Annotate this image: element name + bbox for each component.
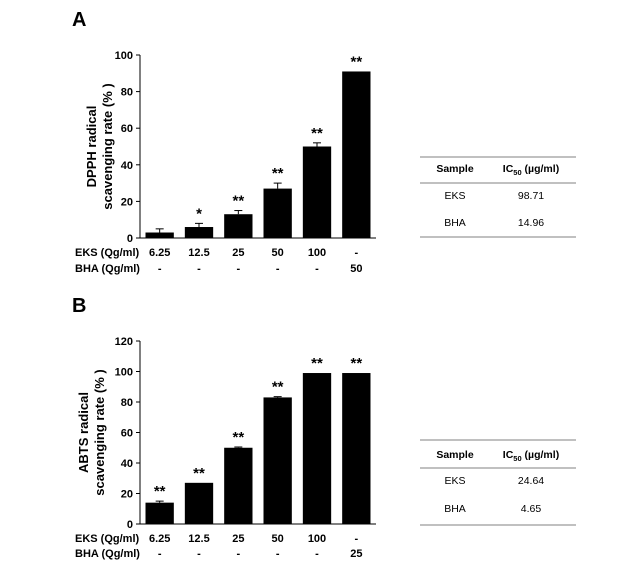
significance-label: ** [350,53,362,70]
bar [224,214,253,238]
table-cell-ic50: 4.65 [521,503,542,515]
y-axis-label: scavenging rate (% ) [100,83,115,209]
bar [145,232,174,238]
y-tick-label: 120 [115,336,133,348]
table-cell-ic50: 98.71 [518,190,544,202]
bar [184,227,214,238]
significance-label: ** [272,379,284,396]
category-label: - [354,247,358,259]
chart-panel-a: A 0 20 40 60 80 100 DPPH radical scavenging rate… [72,9,576,275]
ic-subscript: 50 [513,168,521,177]
bar [224,447,253,524]
category-label: - [197,548,201,560]
panel-label: B [72,295,86,317]
y-tick-label: 20 [121,489,133,501]
ic-text: IC [503,449,514,461]
bar [302,373,332,524]
category-label: 25 [232,533,244,545]
y-tick-label: 80 [121,87,133,99]
bar [263,397,292,524]
y-tick-label: 60 [121,123,133,135]
table-header-ic50: IC50 (µg/ml) [503,163,559,177]
category-label: - [197,263,201,275]
category-label: 12.5 [188,247,209,259]
category-label: - [236,548,240,560]
table-cell-sample: BHA [444,503,466,515]
row-label: EKS (Qg/ml) [75,247,140,259]
significance-label: ** [350,355,362,372]
significance-label: ** [311,125,323,142]
chart-panel-b: B 0 20 40 60 80 100 120 ABTS radical scavenging r… [72,295,576,560]
row-label: EKS (Qg/ml) [75,533,140,545]
y-tick-label: 0 [127,233,133,245]
table-header-ic50: IC50 (µg/ml) [503,449,559,463]
ic50-table: Sample IC50 (µg/ml) EKS 24.64 BHA 4.65 [420,439,576,526]
y-tick-label: 20 [121,196,133,208]
bar [342,373,371,524]
bar [342,71,371,238]
category-label: 50 [350,263,362,275]
y-tick-label: 40 [121,458,133,470]
category-label: 25 [232,247,244,259]
table-cell-ic50: 14.96 [518,217,544,229]
significance-label: ** [193,465,205,482]
y-tick-label: 100 [115,50,133,62]
ic-unit: (µg/ml) [522,449,560,461]
significance-label: ** [272,165,284,182]
y-tick-label: 60 [121,428,133,440]
table-cell-sample: EKS [444,190,465,202]
category-label: 25 [350,548,362,560]
y-axis-label: ABTS radical [76,392,91,473]
ic50-table: Sample IC50 (µg/ml) EKS 98.71 BHA 14.96 [420,156,576,238]
table-cell-ic50: 24.64 [518,475,544,487]
significance-label: * [196,205,202,222]
category-label: 6.25 [149,247,170,259]
category-label: - [354,533,358,545]
category-label: 100 [308,247,326,259]
table-cell-sample: BHA [444,217,466,229]
panel-label: A [72,9,86,31]
y-axis-label: scavenging rate (% ) [92,369,107,495]
significance-label: ** [232,193,244,210]
category-label: 50 [272,247,284,259]
category-label: 12.5 [188,533,209,545]
ic-text: IC [503,163,514,175]
y-tick-label: 80 [121,397,133,409]
bar [145,502,174,524]
significance-label: ** [232,429,244,446]
category-label: - [158,548,162,560]
category-label: 6.25 [149,533,170,545]
y-tick-label: 40 [121,160,133,172]
table-header-sample: Sample [436,163,474,175]
y-tick-label: 0 [127,519,133,531]
table-cell-sample: EKS [444,475,465,487]
row-label: BHA (Qg/ml) [75,548,140,560]
ic-subscript: 50 [513,454,521,463]
category-label: - [158,263,162,275]
y-tick-label: 100 [115,367,133,379]
y-axis-label: DPPH radical [84,106,99,188]
category-label: - [276,263,280,275]
row-label: BHA (Qg/ml) [75,263,140,275]
table-header-sample: Sample [436,449,474,461]
significance-label: ** [311,355,323,372]
category-label: - [276,548,280,560]
category-label: - [315,548,319,560]
bar [302,146,332,238]
category-label: - [236,263,240,275]
significance-label: ** [154,483,166,500]
category-label: 50 [272,533,284,545]
bar [184,482,214,524]
ic-unit: (µg/ml) [522,163,560,175]
category-label: - [315,263,319,275]
bar [263,188,292,238]
category-label: 100 [308,533,326,545]
